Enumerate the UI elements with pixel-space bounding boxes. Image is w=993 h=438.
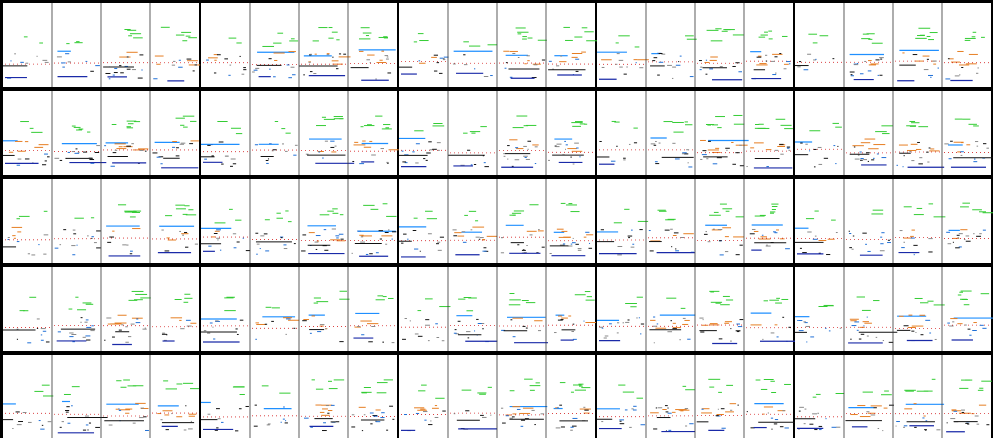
plot-grid-canvas [3, 3, 993, 438]
plot-grid [0, 0, 993, 438]
